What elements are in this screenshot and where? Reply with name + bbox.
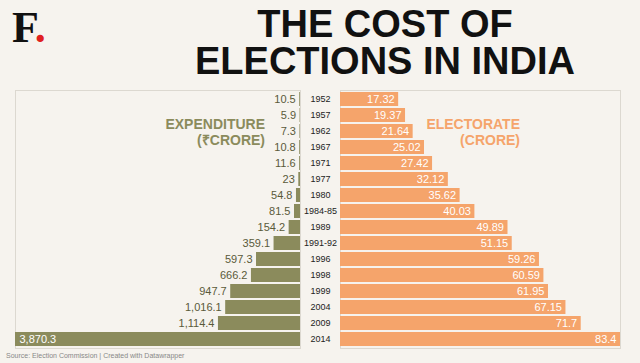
svg-text:71.7: 71.7 bbox=[556, 317, 577, 329]
svg-text:32.12: 32.12 bbox=[417, 173, 445, 185]
svg-text:359.1: 359.1 bbox=[243, 237, 271, 249]
svg-text:81.5: 81.5 bbox=[269, 205, 290, 217]
svg-text:51.15: 51.15 bbox=[481, 237, 509, 249]
html-text:EXPENDITURE: EXPENDITURE bbox=[165, 116, 265, 132]
html-text:THE COST OF ELECTIONS IN INDIA: THE COST OF ELECTIONS IN INDIA bbox=[195, 3, 575, 82]
svg-text:67.15: 67.15 bbox=[534, 301, 562, 313]
svg-text:19.37: 19.37 bbox=[374, 109, 402, 121]
svg-text:27.42: 27.42 bbox=[401, 157, 429, 169]
svg-text:1980: 1980 bbox=[310, 190, 330, 200]
svg-text:1991-92: 1991-92 bbox=[304, 238, 337, 248]
svg-text:1998: 1998 bbox=[310, 270, 330, 280]
svg-text:17.32: 17.32 bbox=[367, 93, 395, 105]
svg-text:21.64: 21.64 bbox=[382, 125, 410, 137]
svg-text:60.59: 60.59 bbox=[512, 269, 540, 281]
svg-text:2009: 2009 bbox=[310, 318, 330, 328]
svg-text:1977: 1977 bbox=[310, 174, 330, 184]
svg-text:54.8: 54.8 bbox=[271, 189, 292, 201]
svg-text:35.62: 35.62 bbox=[429, 189, 457, 201]
svg-text:10.5: 10.5 bbox=[274, 93, 295, 105]
svg-text:3,870.3: 3,870.3 bbox=[20, 333, 57, 345]
svg-text:1967: 1967 bbox=[310, 142, 330, 152]
svg-text:7.3: 7.3 bbox=[281, 125, 296, 137]
svg-text:2004: 2004 bbox=[310, 302, 330, 312]
svg-text:1,114.4: 1,114.4 bbox=[179, 317, 215, 329]
svg-text:1,016.1: 1,016.1 bbox=[185, 301, 222, 313]
svg-text:83.4: 83.4 bbox=[595, 333, 616, 345]
svg-text:1989: 1989 bbox=[310, 222, 330, 232]
svg-text:1971: 1971 bbox=[310, 158, 330, 168]
svg-text:1952: 1952 bbox=[310, 94, 330, 104]
svg-text:2014: 2014 bbox=[310, 334, 330, 344]
svg-text:947.7: 947.7 bbox=[199, 285, 227, 297]
svg-text:40.03: 40.03 bbox=[443, 205, 471, 217]
svg-text:1957: 1957 bbox=[310, 110, 330, 120]
svg-text:11.6: 11.6 bbox=[275, 157, 296, 169]
html-text:(₹CRORE): (₹CRORE) bbox=[197, 132, 265, 148]
svg-text:1999: 1999 bbox=[310, 286, 330, 296]
svg-text:5.9: 5.9 bbox=[281, 109, 296, 121]
svg-text:1984-85: 1984-85 bbox=[304, 206, 337, 216]
svg-text:10.8: 10.8 bbox=[274, 141, 295, 153]
html-text:Source: Election Commission |: Source: Election Commission | Created wi… bbox=[6, 352, 185, 359]
svg-text:49.89: 49.89 bbox=[476, 221, 504, 233]
svg-text:154.2: 154.2 bbox=[258, 221, 286, 233]
html-text:(CRORE): (CRORE) bbox=[460, 132, 520, 148]
svg-text:1962: 1962 bbox=[310, 126, 330, 136]
svg-text:25.02: 25.02 bbox=[393, 141, 421, 153]
svg-text:597.3: 597.3 bbox=[225, 253, 253, 265]
svg-text:1996: 1996 bbox=[310, 254, 330, 264]
html-text:F.: F. bbox=[12, 3, 46, 52]
svg-text:666.2: 666.2 bbox=[220, 269, 248, 281]
html-text:ELECTORATE: ELECTORATE bbox=[426, 116, 520, 132]
svg-text:23: 23 bbox=[283, 173, 295, 185]
svg-text:61.95: 61.95 bbox=[517, 285, 545, 297]
svg-text:59.26: 59.26 bbox=[508, 253, 536, 265]
